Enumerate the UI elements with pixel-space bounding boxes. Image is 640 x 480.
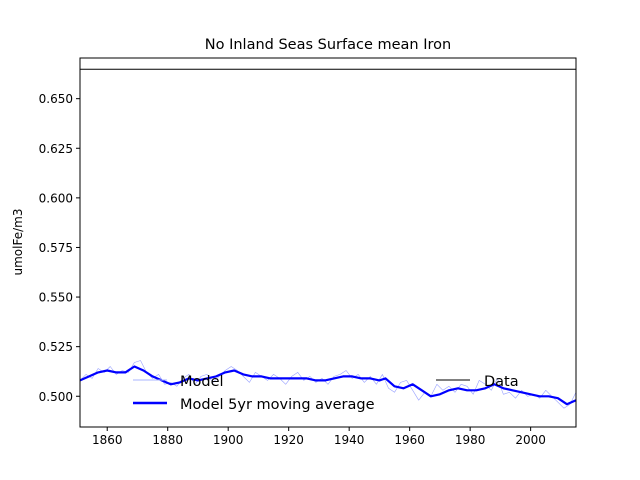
plot-area	[79, 68, 577, 409]
chart-title: No Inland Seas Surface mean Iron	[205, 37, 451, 53]
legend-label-model: Model	[180, 374, 224, 390]
legend-label-moving-average: Model 5yr moving average	[180, 397, 375, 413]
x-tick-label: 1960	[394, 433, 425, 447]
legend: Model Model 5yr moving average Data	[133, 374, 519, 413]
y-axis-ticks: 0.500 0.525 0.550 0.575 0.600 0.625 0.650	[39, 92, 80, 404]
x-tick-label: 1980	[455, 433, 486, 447]
x-tick-label: 1860	[92, 433, 123, 447]
y-tick-label: 0.525	[39, 340, 73, 354]
y-tick-label: 0.500	[39, 390, 73, 404]
legend-label-data: Data	[484, 374, 519, 390]
y-tick-label: 0.550	[39, 291, 73, 305]
x-tick-label: 1880	[152, 433, 183, 447]
y-tick-label: 0.575	[39, 241, 73, 255]
x-tick-label: 2000	[515, 433, 546, 447]
moving-average-series-line	[79, 365, 577, 406]
x-tick-label: 1900	[213, 433, 244, 447]
x-tick-label: 1920	[273, 433, 304, 447]
x-tick-label: 1940	[334, 433, 365, 447]
y-tick-label: 0.650	[39, 92, 73, 106]
y-tick-label: 0.625	[39, 142, 73, 156]
y-axis-label: umolFe/m3	[11, 209, 25, 276]
x-axis-ticks: 1860 1880 1900 1920 1940 1960 1980 2000	[92, 427, 546, 447]
y-tick-label: 0.600	[39, 191, 73, 205]
plot-frame	[79, 57, 577, 428]
